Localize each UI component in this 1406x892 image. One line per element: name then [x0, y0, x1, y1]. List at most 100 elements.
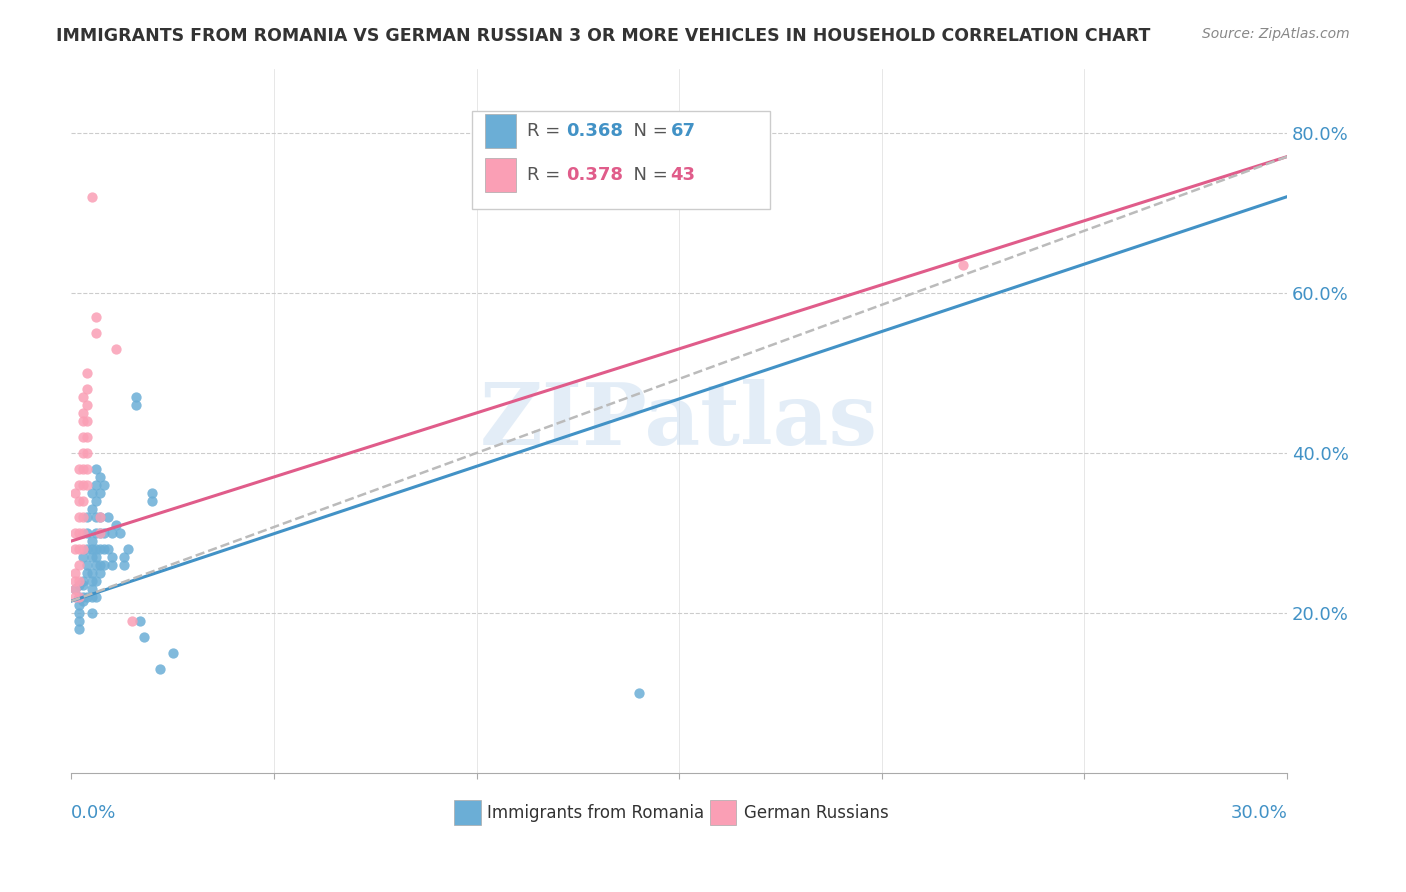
Point [76, 526, 98, 541]
Text: R =: R = [527, 166, 567, 184]
Point [67, 478, 90, 492]
Point [76, 510, 98, 524]
Point [89, 558, 111, 573]
Point [67, 606, 90, 620]
Point [76, 566, 98, 580]
Point [65, 566, 87, 580]
Point [121, 614, 143, 628]
Text: N =: N = [621, 122, 673, 140]
Point [112, 558, 135, 573]
Point [65, 590, 87, 604]
Point [89, 510, 111, 524]
Point [76, 462, 98, 476]
Point [67, 510, 90, 524]
Text: German Russians: German Russians [744, 804, 889, 822]
Point [76, 590, 98, 604]
Bar [485, 158, 516, 192]
Point [72, 574, 94, 588]
Point [72, 594, 94, 608]
Point [72, 478, 94, 492]
Point [89, 526, 111, 541]
Point [93, 478, 115, 492]
Point [72, 590, 94, 604]
Point [72, 542, 94, 557]
Point [80, 590, 103, 604]
Point [117, 542, 139, 557]
Point [125, 390, 148, 404]
Point [952, 258, 974, 272]
Point [65, 542, 87, 557]
Point [89, 566, 111, 580]
Point [100, 550, 122, 565]
Point [72, 510, 94, 524]
Bar [710, 800, 737, 825]
Point [80, 502, 103, 516]
Point [93, 526, 115, 541]
Point [93, 558, 115, 573]
Point [65, 582, 87, 596]
Text: 0.0%: 0.0% [72, 804, 117, 822]
Point [76, 366, 98, 380]
Point [84, 558, 107, 573]
Point [84, 574, 107, 588]
Point [67, 558, 90, 573]
Point [141, 494, 163, 508]
Point [89, 510, 111, 524]
Point [72, 414, 94, 428]
Point [76, 382, 98, 396]
Point [162, 646, 184, 660]
Point [108, 526, 131, 541]
Text: Source: ZipAtlas.com: Source: ZipAtlas.com [1202, 27, 1350, 41]
Point [100, 558, 122, 573]
Point [80, 574, 103, 588]
Point [100, 526, 122, 541]
Point [67, 526, 90, 541]
Point [84, 462, 107, 476]
Point [72, 578, 94, 592]
Point [76, 430, 98, 444]
Point [67, 590, 90, 604]
Point [67, 542, 90, 557]
Point [97, 510, 120, 524]
Point [67, 462, 90, 476]
Text: 67: 67 [671, 122, 696, 140]
Bar [485, 114, 516, 148]
Point [93, 542, 115, 557]
Point [72, 462, 94, 476]
Point [89, 486, 111, 500]
Point [72, 430, 94, 444]
Point [627, 686, 650, 700]
Text: 0.378: 0.378 [567, 166, 623, 184]
Point [84, 526, 107, 541]
Point [65, 526, 87, 541]
Point [112, 550, 135, 565]
Point [76, 398, 98, 412]
Point [65, 574, 87, 588]
Text: ZIPatlas: ZIPatlas [481, 379, 879, 463]
Point [84, 542, 107, 557]
Point [84, 590, 107, 604]
Point [76, 414, 98, 428]
Point [89, 542, 111, 557]
Point [97, 542, 120, 557]
Point [67, 622, 90, 636]
Point [72, 526, 94, 541]
Point [67, 614, 90, 628]
Point [89, 526, 111, 541]
Point [76, 446, 98, 460]
Point [141, 486, 163, 500]
Point [65, 582, 87, 596]
Point [84, 510, 107, 524]
Point [84, 326, 107, 340]
Point [72, 446, 94, 460]
Point [72, 406, 94, 420]
Text: Immigrants from Romania: Immigrants from Romania [486, 804, 704, 822]
Point [80, 486, 103, 500]
Point [84, 310, 107, 324]
Point [76, 542, 98, 557]
Bar [472, 111, 770, 210]
Point [129, 614, 152, 628]
Text: N =: N = [621, 166, 673, 184]
Point [67, 590, 90, 604]
Point [72, 390, 94, 404]
